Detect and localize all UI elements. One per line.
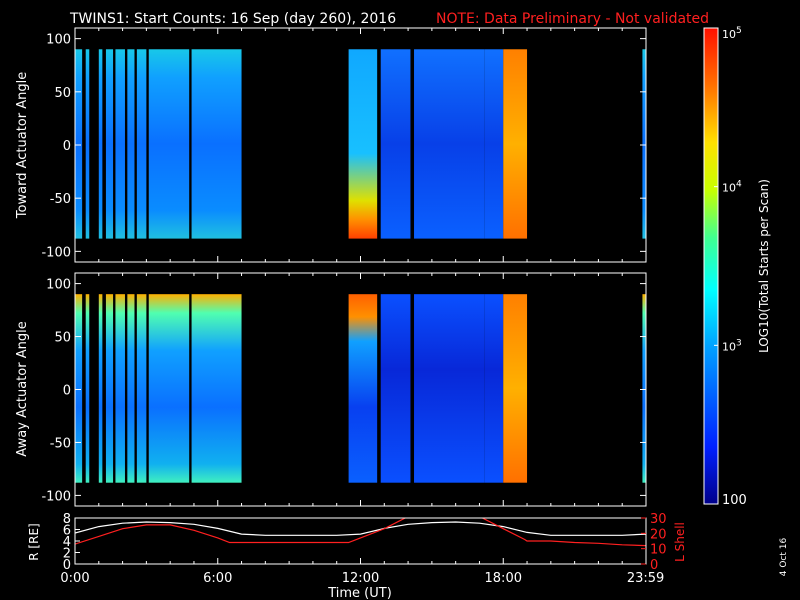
heatmap-block <box>484 294 504 483</box>
y-tick-label: -100 <box>41 245 71 260</box>
y-tick-label: 100 <box>46 278 71 293</box>
y-tick-label: 50 <box>54 331 71 346</box>
y2-tick-label: 0 <box>650 558 658 573</box>
lshell-line <box>75 518 646 547</box>
toward-panel: 100 50 0 -50 -100 <box>41 27 647 263</box>
colorbar-tick-label: 103 <box>722 338 742 353</box>
x-tick-label: 0:00 <box>60 571 89 586</box>
heatmap-block <box>148 49 190 239</box>
y-tick-label: 6 <box>63 524 71 539</box>
heatmap-block <box>98 49 103 239</box>
colorbar-tick-label: 105 <box>722 26 742 41</box>
y-tick-label: 8 <box>63 512 71 527</box>
y-tick-label: 0 <box>63 384 71 399</box>
heatmap-block <box>136 294 147 483</box>
y-tick-label: 4 <box>63 535 71 550</box>
heatmap-block <box>75 294 83 483</box>
heatmap-block <box>127 49 135 239</box>
preliminary-note: NOTE: Data Preliminary - Not validated <box>436 11 709 27</box>
away-ylabel: Away Actuator Angle <box>15 321 30 456</box>
heatmap-block <box>105 294 114 483</box>
heatmap-block <box>136 49 147 239</box>
x-tick-label: 6:00 <box>203 571 232 586</box>
y-tick-label: -100 <box>41 489 71 504</box>
heatmap-block <box>85 294 90 483</box>
heatmap-block <box>115 49 125 239</box>
heatmap-block <box>503 49 528 239</box>
x-tick-label: 12:00 <box>342 571 379 586</box>
colorbar-tick-label: 100 <box>722 493 747 508</box>
heatmap-block <box>115 294 125 483</box>
y-tick-label: 0 <box>63 139 71 154</box>
radius-line <box>75 521 646 536</box>
orbit-ylabel: R [RE] <box>27 523 41 560</box>
heatmap-block <box>191 294 242 483</box>
y2-tick-label: 30 <box>650 512 667 527</box>
heatmap-block <box>642 49 646 239</box>
heatmap-block <box>348 294 378 483</box>
heatmap-block <box>380 49 411 239</box>
y-tick-label: -50 <box>50 436 71 451</box>
y-tick-label: 50 <box>54 86 71 101</box>
heatmap-block <box>380 294 411 483</box>
heatmap-block <box>414 294 485 483</box>
heatmap-block <box>503 294 528 483</box>
colorbar-gradient <box>703 27 719 505</box>
heatmap-block <box>75 49 83 239</box>
heatmap-block <box>105 49 114 239</box>
y2-tick-label: 20 <box>650 527 667 542</box>
x-axis-label: Time (UT) <box>327 586 392 600</box>
x-tick-label: 23:59 <box>627 571 664 586</box>
heatmap-block <box>191 49 242 239</box>
figure-title: TWINS1: Start Counts: 16 Sep (day 260), … <box>69 11 396 27</box>
toward-ylabel: Toward Actuator Angle <box>15 72 30 219</box>
x-tick-label: 18:00 <box>485 571 522 586</box>
heatmap-block <box>85 49 90 239</box>
heatmap-block <box>642 294 646 483</box>
orbit-lines <box>75 518 646 547</box>
orbit-ylabel2: L Shell <box>673 522 687 562</box>
y2-tick-label: 10 <box>650 543 667 558</box>
y-tick-label: 100 <box>46 33 71 48</box>
y-tick-label: -50 <box>50 192 71 207</box>
heatmap-block <box>98 294 103 483</box>
colorbar-tick-label: 104 <box>722 180 742 195</box>
heatmap-block <box>484 49 504 239</box>
heatmap-block <box>148 294 190 483</box>
y-tick-label: 0 <box>63 558 71 573</box>
y-tick-label: 2 <box>63 547 71 562</box>
colorbar-label: LOG10(Total Starts per Scan) <box>757 179 771 353</box>
colorbar: 105 104 103 100 <box>703 26 747 508</box>
away-panel: 100 50 0 -50 -100 <box>41 272 647 507</box>
heatmap-block <box>348 49 378 239</box>
heatmap-block <box>414 49 485 239</box>
date-stamp: 4 Oct 16 <box>779 537 789 576</box>
heatmap-block <box>127 294 135 483</box>
